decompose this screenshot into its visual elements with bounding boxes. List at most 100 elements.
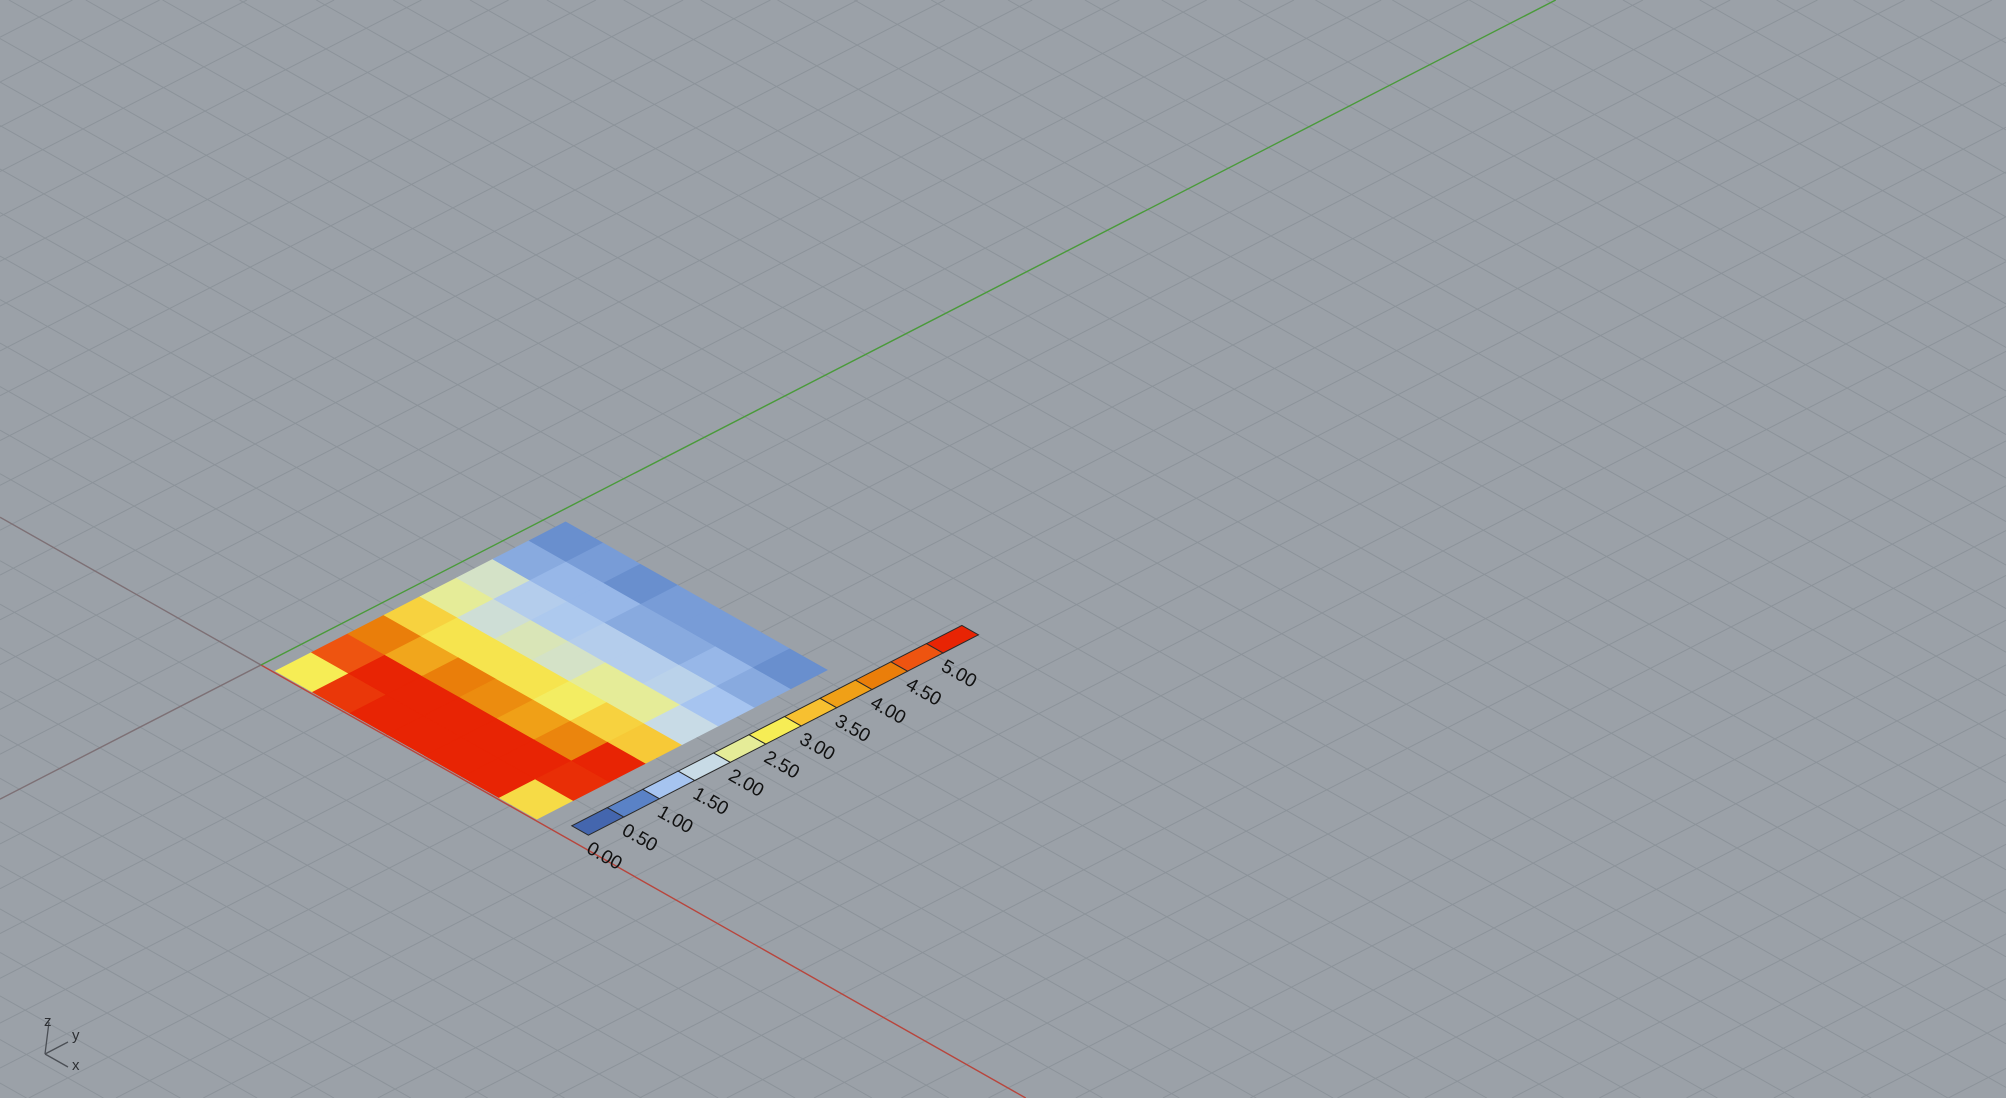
grid-line — [552, 350, 2006, 1098]
grid-line — [1238, 0, 2006, 436]
axis-icon-z-label: z — [44, 1013, 52, 1030]
grid-line — [988, 574, 2006, 1098]
grid-line — [203, 171, 2006, 1098]
grid-line — [1315, 0, 2006, 392]
grid-line — [377, 261, 2006, 1098]
axis-icon-x-label: x — [72, 1057, 80, 1074]
grid-line — [85, 0, 2006, 1088]
grid-line — [0, 0, 684, 352]
grid-line — [1860, 1023, 2006, 1098]
grid-line — [0, 951, 258, 1098]
grid-line — [0, 37, 2006, 1069]
grid-line — [1161, 0, 2006, 479]
grid-line — [777, 0, 2006, 697]
grid-line — [726, 440, 2006, 1098]
grid-line — [854, 0, 2006, 653]
grid-line — [1007, 0, 2006, 566]
grid-line — [0, 0, 1295, 666]
grid-line — [930, 0, 2006, 610]
grid-line — [469, 0, 2006, 871]
grid-line — [1599, 888, 2006, 1098]
grid-line — [0, 0, 1469, 755]
grid-line — [623, 0, 2006, 784]
grid-line — [8, 0, 1949, 1098]
legend-tick-label: 1.00 — [654, 802, 697, 838]
grid-line — [0, 0, 1905, 979]
grid-line — [0, 864, 412, 1098]
grid-line — [0, 995, 181, 1098]
grid-line — [1075, 619, 2006, 1098]
grid-line — [0, 560, 950, 1098]
grid-line — [0, 690, 719, 1098]
grid-line — [1250, 709, 2006, 1098]
grid-line — [0, 908, 335, 1098]
grid-line — [0, 821, 488, 1098]
grid-line — [0, 0, 858, 441]
grid-line — [0, 0, 1644, 845]
axis-icon-y-label: y — [72, 1027, 80, 1044]
x-axis-negative-line — [0, 516, 262, 666]
grid-line — [0, 1039, 104, 1098]
grid-line — [1776, 0, 2006, 131]
grid-line — [0, 0, 1033, 531]
grid-line — [639, 395, 2006, 1098]
grid-line — [0, 0, 160, 83]
grid-line — [0, 0, 248, 128]
grid-line — [0, 0, 597, 307]
legend-tick-label: 0.50 — [618, 820, 661, 856]
legend-tick-label: 3.50 — [831, 711, 874, 747]
grid-line — [0, 1082, 27, 1098]
grid-line — [392, 0, 2006, 914]
x-axis-line — [260, 664, 1027, 1098]
grid-line — [0, 125, 1718, 1098]
grid-line — [0, 0, 1382, 710]
grid-line — [1084, 0, 2006, 523]
grid-line — [0, 0, 771, 397]
grid-line — [290, 216, 2006, 1098]
grid-line — [0, 647, 796, 1098]
grid-line — [0, 603, 873, 1098]
grid-line — [813, 485, 2006, 1098]
grid-line — [1424, 799, 2006, 1098]
legend-tick-label: 4.50 — [902, 674, 945, 710]
axis-icon: z y x — [44, 1013, 80, 1074]
grid-line — [0, 81, 1795, 1098]
grid-line — [1337, 754, 2006, 1098]
grid-line — [0, 0, 946, 486]
grid-line — [1773, 978, 2006, 1098]
grid-line — [1622, 0, 2006, 218]
grid-line — [1468, 0, 2006, 305]
grid-line — [700, 0, 2006, 740]
grid-line — [1948, 1067, 2006, 1098]
heatmap-cell — [752, 648, 828, 690]
legend-tick-label: 1.50 — [689, 783, 732, 819]
grid-line — [0, 0, 1818, 934]
grid-line — [1511, 843, 2006, 1098]
grid-line — [115, 126, 2006, 1098]
legend-tick-label: 0.00 — [583, 838, 626, 874]
grid-line — [28, 81, 2006, 1098]
grid-line — [546, 0, 2006, 827]
grid-line — [464, 306, 2006, 1098]
grid-line — [1545, 0, 2006, 261]
grid-line — [1686, 933, 2006, 1098]
legend-tick-label: 3.00 — [796, 729, 839, 765]
legend-tick-label: 5.00 — [938, 656, 981, 692]
grid-line — [1930, 0, 2006, 44]
grid-line — [162, 0, 2006, 1045]
grid-line — [1699, 0, 2006, 174]
grid-line — [0, 168, 1641, 1098]
grid-line — [1853, 0, 2006, 87]
grid-line — [0, 0, 1993, 1024]
grid-line — [0, 734, 642, 1098]
grid-line — [0, 0, 509, 262]
grid-line — [316, 0, 2006, 958]
grid-line — [0, 0, 1120, 576]
heatmap-mesh — [274, 521, 828, 820]
grid-line — [0, 38, 1872, 1098]
world-axes — [0, 0, 1557, 1098]
grid-line — [0, 777, 565, 1098]
legend-swatch — [925, 624, 980, 654]
